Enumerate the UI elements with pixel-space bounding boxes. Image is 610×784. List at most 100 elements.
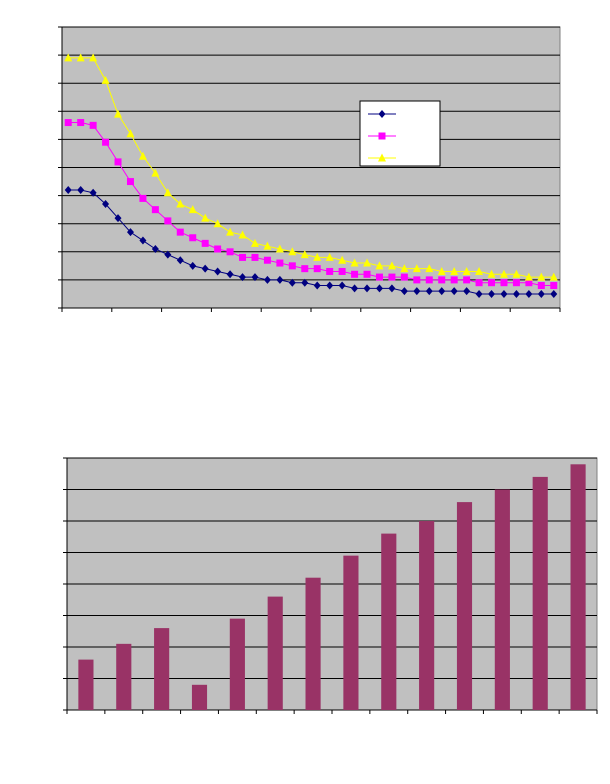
marker — [151, 206, 159, 214]
bar — [570, 464, 586, 710]
bar — [78, 659, 94, 710]
bar — [494, 489, 510, 710]
marker — [537, 282, 545, 290]
marker — [213, 219, 222, 228]
marker — [102, 138, 110, 146]
marker — [301, 278, 309, 287]
bar — [229, 618, 245, 710]
marker — [263, 241, 272, 250]
marker — [375, 284, 383, 293]
marker — [114, 158, 122, 166]
series-line — [68, 122, 554, 287]
marker — [77, 185, 85, 194]
bar — [343, 555, 359, 710]
marker — [326, 267, 334, 275]
marker — [201, 239, 209, 247]
marker — [499, 269, 508, 278]
marker — [313, 252, 322, 261]
marker — [176, 228, 184, 236]
marker — [189, 234, 197, 242]
marker — [176, 256, 184, 265]
marker — [64, 119, 72, 127]
marker — [475, 266, 484, 275]
marker — [76, 53, 85, 62]
marker — [387, 261, 396, 270]
marker — [475, 289, 483, 298]
marker — [363, 284, 371, 293]
marker — [126, 129, 135, 138]
bar — [305, 577, 321, 710]
marker — [537, 272, 546, 281]
marker — [139, 236, 147, 245]
marker — [201, 264, 209, 273]
marker — [338, 267, 346, 275]
marker — [214, 245, 222, 253]
marker — [89, 188, 97, 197]
legend — [359, 100, 441, 167]
marker — [363, 258, 372, 267]
marker — [488, 279, 496, 287]
marker — [425, 264, 434, 273]
marker — [239, 273, 247, 282]
bar — [532, 476, 548, 710]
marker — [101, 75, 110, 84]
marker — [300, 250, 309, 259]
marker — [500, 289, 508, 298]
marker — [512, 269, 521, 278]
marker — [64, 53, 73, 62]
marker — [226, 248, 234, 256]
marker — [176, 199, 185, 208]
marker — [425, 287, 433, 296]
marker — [239, 253, 247, 261]
marker — [102, 200, 110, 209]
marker — [375, 261, 384, 270]
series-line — [68, 57, 554, 278]
marker — [512, 289, 520, 298]
marker — [400, 287, 408, 296]
marker — [151, 168, 160, 177]
marker — [138, 151, 147, 160]
marker — [351, 284, 359, 293]
marker — [238, 230, 247, 239]
marker — [351, 270, 359, 278]
marker — [338, 281, 346, 290]
marker — [214, 267, 222, 276]
legend-marker — [378, 110, 386, 118]
marker — [550, 282, 558, 290]
marker — [450, 287, 458, 296]
marker — [313, 265, 321, 273]
marker — [375, 273, 383, 281]
marker — [164, 217, 172, 225]
marker — [350, 258, 359, 267]
marker — [488, 289, 496, 298]
marker — [412, 264, 421, 273]
marker — [326, 281, 334, 290]
bar — [456, 502, 473, 710]
marker — [251, 273, 259, 282]
marker — [114, 109, 123, 118]
marker — [251, 253, 259, 261]
marker — [463, 276, 471, 284]
marker — [276, 275, 284, 284]
marker — [549, 272, 558, 281]
bar — [267, 596, 283, 710]
legend-marker — [378, 153, 386, 162]
marker — [189, 261, 197, 270]
marker — [288, 247, 297, 256]
marker — [400, 273, 408, 281]
marker — [338, 255, 347, 264]
marker — [500, 279, 508, 287]
marker — [164, 250, 172, 259]
marker — [201, 213, 210, 222]
marker — [438, 287, 446, 296]
marker — [524, 272, 533, 281]
marker — [89, 53, 98, 62]
marker — [325, 252, 334, 261]
series-line — [68, 189, 554, 295]
marker — [425, 276, 433, 284]
marker — [226, 270, 234, 279]
marker — [263, 275, 271, 284]
marker — [89, 121, 97, 129]
